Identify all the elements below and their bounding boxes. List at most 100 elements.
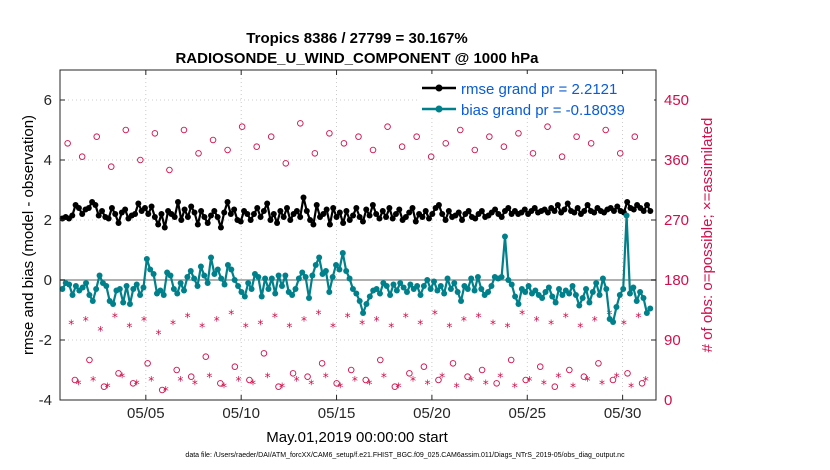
- rmse-point: [429, 211, 436, 217]
- bias-point: [376, 290, 383, 297]
- rmse-point: [445, 208, 452, 214]
- obs-possible-marker: [638, 380, 646, 387]
- obs-assimilated-marker: *: [570, 381, 576, 395]
- bias-point: [140, 284, 147, 291]
- rmse-point: [270, 211, 277, 217]
- rmse-point: [640, 208, 647, 214]
- bias-point: [400, 284, 407, 291]
- bias-point: [610, 319, 617, 325]
- rmse-point: [406, 209, 413, 216]
- obs-possible-marker: [624, 370, 631, 377]
- rmse-point: [531, 205, 538, 211]
- obs-assimilated-marker: *: [374, 314, 380, 328]
- bias-point: [596, 292, 603, 298]
- rmse-point: [254, 205, 261, 211]
- bias-point: [255, 274, 262, 280]
- bias-point: [437, 283, 444, 289]
- bias-point: [637, 289, 644, 295]
- obs-possible-marker: [420, 363, 428, 370]
- obs-assimilated-marker: *: [228, 307, 234, 321]
- obs-possible-marker: [515, 130, 522, 137]
- obs-possible-marker: [406, 370, 413, 377]
- rmse-point: [214, 214, 221, 220]
- obs-assimilated-marker: *: [403, 311, 409, 325]
- legend-label-rmse: rmse grand pr = 2.2121: [461, 81, 617, 98]
- obs-assimilated-marker: *: [308, 377, 314, 391]
- bias-point: [157, 287, 164, 294]
- legend-label-bias: bias grand pr = -0.18039: [461, 102, 625, 119]
- bias-point: [501, 233, 508, 240]
- rmse-point: [99, 208, 106, 214]
- bias-point: [329, 274, 336, 280]
- obs-possible-marker: [122, 126, 130, 134]
- series-lines: [59, 194, 654, 325]
- obs-possible-marker: [333, 380, 340, 387]
- legend-marker-bias: [435, 105, 443, 113]
- rmse-point: [571, 209, 578, 216]
- obs-possible-marker: [144, 360, 151, 367]
- obs-assimilated-marker: *: [497, 371, 503, 385]
- bias-point: [137, 292, 144, 298]
- obs-assimilated-marker: *: [381, 371, 387, 385]
- obs-possible-marker: [231, 363, 239, 370]
- bias-point: [603, 286, 610, 292]
- bias-point: [363, 301, 370, 307]
- bias-point: [228, 266, 235, 273]
- obs-possible-marker: [195, 150, 202, 157]
- obs-assimilated-marker: *: [577, 321, 583, 335]
- y-tick-label-right: 90: [664, 332, 681, 349]
- rmse-point: [369, 202, 376, 208]
- bias-point: [431, 278, 438, 285]
- rmse-point: [92, 202, 99, 208]
- obs-assimilated-marker: *: [250, 377, 256, 391]
- obs-possible-marker: [267, 133, 275, 140]
- rmse-point: [95, 212, 102, 219]
- rmse-point: [217, 224, 224, 231]
- rmse-point: [303, 208, 310, 214]
- rmse-point: [224, 199, 231, 205]
- rmse-point: [376, 215, 383, 222]
- obs-possible-marker: [442, 140, 449, 147]
- obs-possible-marker: [86, 356, 93, 364]
- bias-point: [569, 283, 576, 289]
- rmse-point: [336, 209, 343, 216]
- bias-point: [262, 275, 269, 282]
- x-tick-label: 05/25: [508, 405, 546, 422]
- obs-possible-marker: [493, 380, 500, 387]
- obs-assimilated-marker: *: [505, 321, 511, 335]
- x-tick-label: 05/05: [127, 405, 165, 422]
- rmse-point: [237, 218, 244, 225]
- obs-assimilated-marker: *: [105, 381, 111, 395]
- rmse-point: [108, 205, 115, 211]
- obs-assimilated-marker: *: [315, 307, 321, 321]
- obs-assimilated-marker: *: [214, 314, 220, 328]
- bias-point: [349, 286, 356, 292]
- bias-point: [265, 286, 272, 292]
- obs-assimilated-marker: *: [548, 317, 554, 331]
- rmse-point: [350, 212, 357, 219]
- obs-assimilated-marker: *: [628, 381, 634, 395]
- obs-assimilated-marker: *: [621, 317, 627, 331]
- obs-possible-marker: [289, 370, 297, 377]
- obs-possible-marker: [311, 150, 319, 157]
- obs-assimilated-marker: *: [119, 371, 125, 385]
- bias-point: [613, 304, 620, 310]
- bias-point: [390, 281, 397, 288]
- obs-possible-marker: [616, 150, 624, 157]
- rmse-point: [132, 211, 139, 217]
- obs-possible-marker: [391, 383, 399, 390]
- data-file-footer: data file: /Users/raeder/DAI/ATM_forcXX/…: [185, 452, 625, 459]
- bias-point: [126, 301, 133, 307]
- rmse-point: [204, 220, 211, 226]
- obs-assimilated-marker: *: [490, 317, 496, 331]
- bias-point: [333, 262, 340, 268]
- bias-point: [353, 290, 360, 297]
- rmse-point: [379, 208, 386, 214]
- bias-point: [316, 254, 323, 261]
- bias-point: [59, 286, 66, 292]
- rmse-point: [105, 215, 112, 222]
- rmse-point: [346, 217, 353, 223]
- y-tick-label-right: 360: [664, 152, 689, 169]
- obs-count-markers: * * * * * * * * * * * * * * * * * * * * * * * * * * * * * * * * * * * * * * * *…: [64, 120, 649, 398]
- rmse-point: [630, 206, 637, 213]
